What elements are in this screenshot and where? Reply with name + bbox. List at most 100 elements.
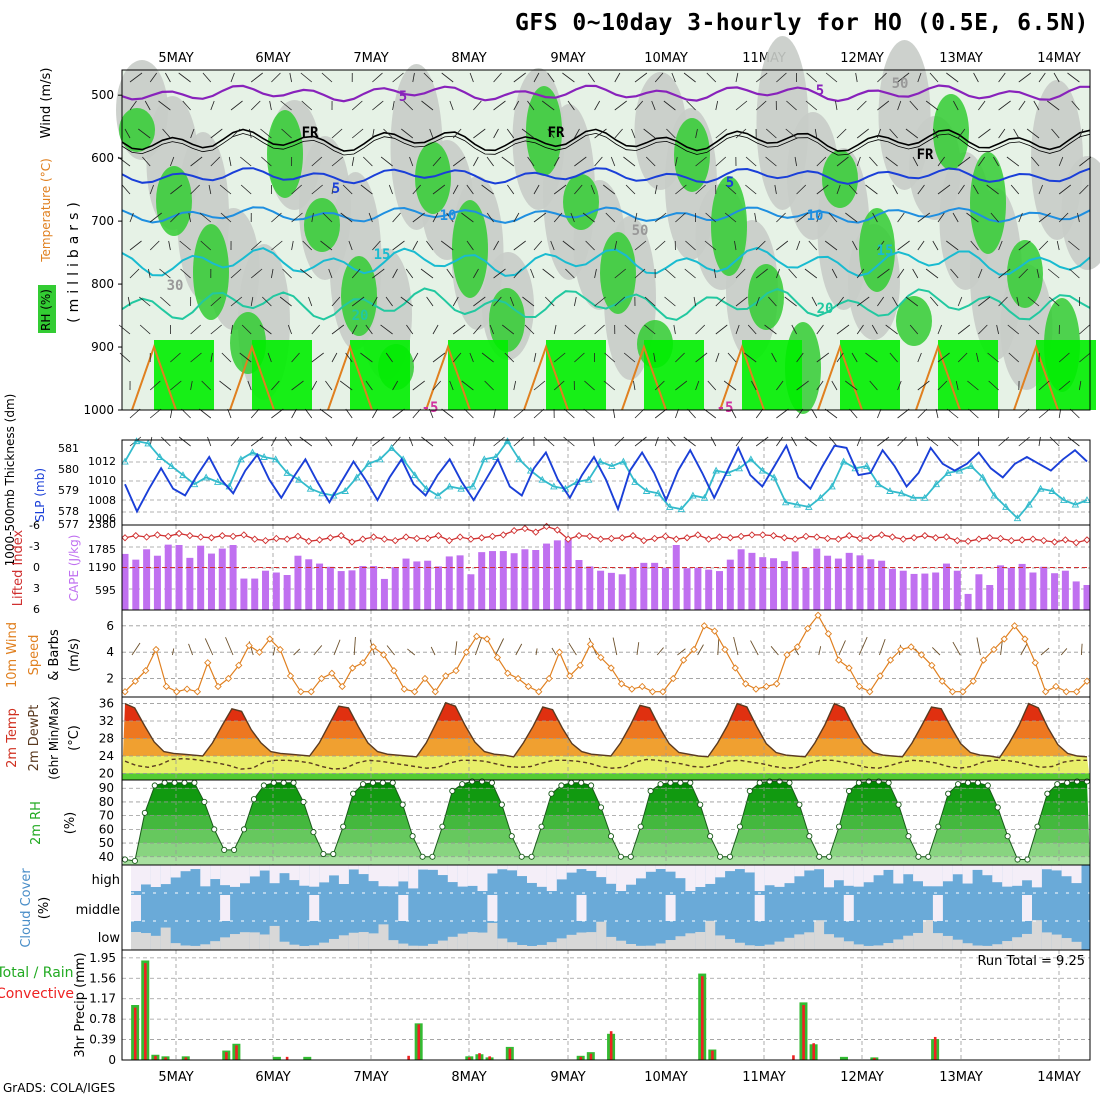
cape-bar [932,572,940,610]
cloud-low-bar [200,944,211,950]
cloud-low-bar [913,932,924,950]
wind-barb [348,240,353,251]
wind-barb [614,436,625,447]
cloud-low-bar [546,942,557,950]
wind-speed-point [245,641,253,650]
thickness-point [793,500,801,508]
cloud-low-bar [457,933,468,950]
rh-point [895,801,902,808]
wind-barb [339,380,353,391]
wind-barb [1018,436,1030,447]
wind-barb [271,268,274,279]
lifted-index-point [467,535,475,543]
rh-point [786,779,793,786]
wind-barb [1028,324,1040,335]
wind-barb [190,380,193,391]
cape-bar [888,568,896,610]
x-tick-bottom: 11MAY [742,1070,786,1085]
wind-barb [897,436,907,447]
wind-barb [804,268,818,279]
wind-barb [452,156,466,167]
cloud-low-bar [586,932,597,950]
ylabel-cloud: Cloud Cover [19,868,34,948]
cloud-high-gap [1002,865,1013,887]
wind-barb [331,128,343,139]
contour-freezing [121,128,1091,152]
humidity-fill-green [452,200,488,298]
cloud-high-gap [437,865,448,876]
rh-point [330,850,337,858]
humidity-fill-green [304,198,340,252]
rh-point [955,781,962,788]
lifted-index-point [964,537,972,545]
cape-bar [251,578,259,610]
wind-speed-point [131,677,139,685]
wind-barb [421,100,434,111]
wind-barb [522,296,535,307]
cloud-low-bar [338,935,349,950]
cloud-low-bar [140,933,151,950]
cape-bar [1051,573,1059,610]
wind-barb [279,296,292,307]
cloud-low-bar [437,940,448,950]
wind-barb [142,156,151,167]
wind-barb [765,156,777,167]
x-tick-top: 9MAY [550,51,585,66]
humidity-fill-green [896,296,932,346]
contour-label: 10 [440,208,457,224]
wind-barb [250,100,261,111]
thickness-point [909,493,917,501]
wind-barb [392,268,398,279]
cloud-low-bar [695,932,706,950]
cloud-low-bar [527,945,537,950]
cloud-low-bar [497,938,508,950]
wind-barb [380,156,393,167]
wind-speed-point [1052,682,1060,691]
wind-barb [527,156,535,167]
lifted-index-point [877,531,886,539]
precip-frame [121,949,1091,1061]
wind-speed-point [938,677,946,685]
wind-barb [735,72,739,83]
cloud-low-bar [685,933,696,950]
cloud-low-bar [626,944,636,950]
contour-label: -5 [717,400,734,416]
contour-label: -5 [422,400,439,416]
cloud-high-gap [923,865,933,887]
cloud-high-gap [586,865,597,871]
wind-barb [489,324,494,335]
wind-barb [543,436,555,447]
wind-barb [952,212,959,223]
wind-barb-10m [612,637,618,656]
precip-convective-bar [478,1053,481,1060]
thickness-point [781,498,790,506]
cloud-low-bar [220,937,231,950]
wind-speed-point [783,651,791,659]
wind-barb [129,240,142,251]
wind-barb [1069,268,1080,279]
wind-barb [986,184,999,195]
wind-barb [129,212,134,223]
wind-barb-10m [717,638,720,656]
lifted-index-point [499,531,507,539]
cape-bar [878,560,886,610]
wind-barb [446,268,454,279]
cape-bar [316,563,324,610]
thickness-point [1060,496,1068,504]
cape-bar [986,585,994,610]
rh-point [697,801,704,808]
lifted-index-point [229,532,237,540]
wind-speed-point [721,645,729,654]
wind-barb [408,436,414,447]
lifted-index-point [780,534,788,542]
lifted-index-point [726,534,734,542]
wind-barb [432,184,446,195]
ylabel-wind-speed: Speed [27,635,42,676]
wind-barb [311,156,323,167]
thickness-point [271,455,280,463]
wind-speed-point [317,674,326,683]
thickness-point [874,480,883,488]
y-tick-rh: 70 [99,809,114,823]
wind-barb [831,268,838,279]
wind-barb [271,212,282,223]
